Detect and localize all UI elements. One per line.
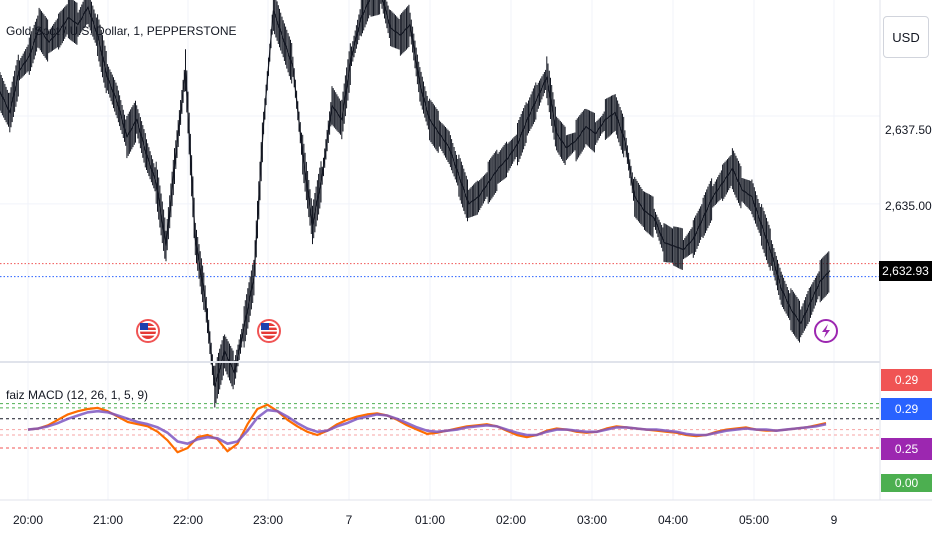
grid — [0, 0, 880, 500]
time-label: 03:00 — [576, 513, 608, 527]
flag-canton — [140, 323, 148, 330]
time-label: 21:00 — [92, 513, 124, 527]
flag-canton — [261, 323, 269, 330]
time-label: 04:00 — [657, 513, 689, 527]
lightning-icon[interactable] — [814, 319, 838, 343]
indicator-badge-purple: 0.25 — [881, 438, 932, 460]
time-label: 9 — [830, 513, 838, 527]
indicator-badge-green: 0.00 — [881, 474, 932, 492]
last-price-badge: 2,632.93 — [879, 261, 932, 281]
reference-lines — [0, 263, 880, 278]
flag-stripe — [261, 330, 277, 332]
us-flag-icon[interactable] — [136, 319, 160, 343]
lightning-bolt — [822, 324, 830, 338]
indicator-badge-red: 0.29 — [881, 369, 932, 391]
currency-button[interactable]: USD — [883, 16, 929, 58]
time-label: 01:00 — [414, 513, 446, 527]
indicator-levels — [0, 403, 880, 449]
indicator-series — [27, 403, 827, 454]
time-label: 20:00 — [12, 513, 44, 527]
time-label: 23:00 — [252, 513, 284, 527]
price-label: 2,635.00 — [885, 199, 932, 213]
time-label: 02:00 — [495, 513, 527, 527]
time-label: 05:00 — [738, 513, 770, 527]
event-markers[interactable] — [136, 319, 838, 343]
price-series — [0, 0, 831, 408]
us-flag-icon[interactable] — [257, 319, 281, 343]
flag-stripe — [261, 334, 277, 336]
flag-stripe — [140, 330, 156, 332]
macd-line — [27, 403, 827, 454]
indicator-title[interactable]: faiz MACD (12, 26, 1, 5, 9) — [6, 388, 149, 402]
symbol-title: Gold Spot / U.S. Dollar, 1, PEPPERSTONE — [6, 24, 237, 38]
time-label: 22:00 — [172, 513, 204, 527]
price-label: 2,637.50 — [885, 123, 932, 137]
indicator-badge-blue: 0.29 — [881, 398, 932, 420]
flag-stripe — [140, 334, 156, 336]
signal-line — [27, 408, 827, 445]
time-label: 7 — [345, 513, 353, 527]
